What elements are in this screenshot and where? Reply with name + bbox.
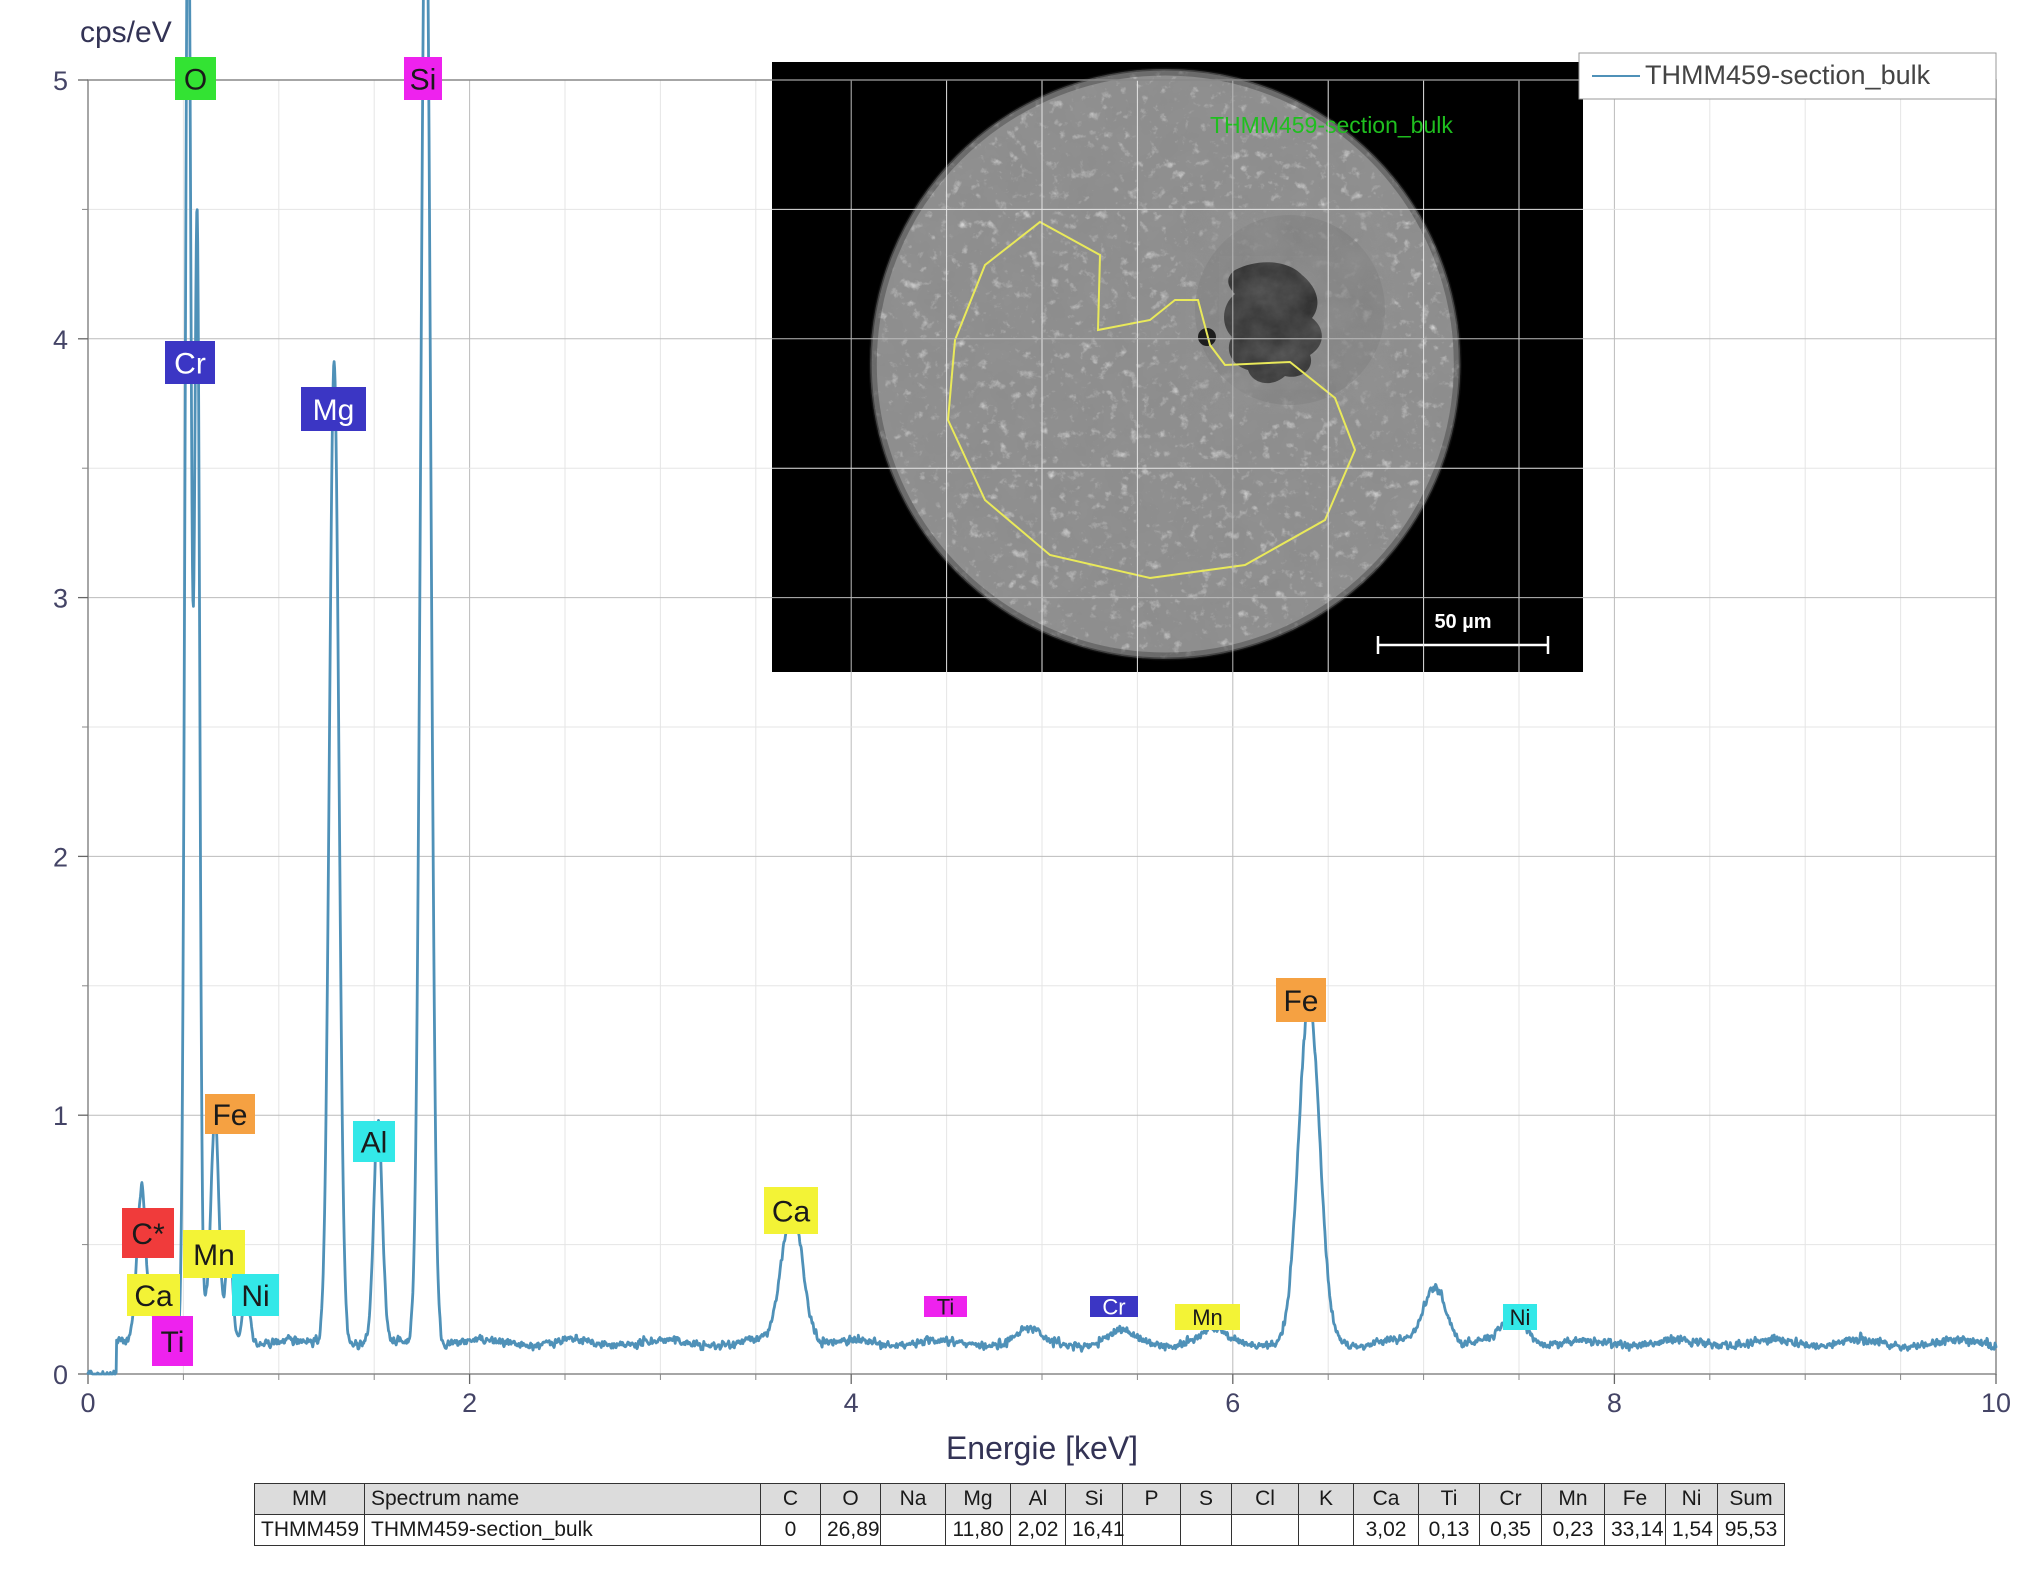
svg-text:5: 5	[53, 66, 68, 96]
svg-text:4: 4	[844, 1388, 859, 1418]
svg-text:Mn: Mn	[1192, 1305, 1223, 1330]
svg-text:0: 0	[80, 1388, 95, 1418]
svg-text:10: 10	[1981, 1388, 2011, 1418]
svg-text:8: 8	[1607, 1388, 1622, 1418]
svg-text:3: 3	[53, 584, 68, 614]
svg-text:THMM459-section_bulk: THMM459-section_bulk	[1210, 112, 1453, 138]
svg-text:2: 2	[462, 1388, 477, 1418]
svg-text:Mg: Mg	[313, 394, 355, 427]
svg-text:Si: Si	[410, 63, 437, 96]
svg-text:Al: Al	[361, 1126, 388, 1159]
svg-text:Ca: Ca	[772, 1195, 811, 1228]
svg-text:Ti: Ti	[937, 1294, 955, 1319]
svg-text:1: 1	[53, 1101, 68, 1131]
svg-text:Ni: Ni	[241, 1280, 269, 1313]
svg-text:Ca: Ca	[134, 1280, 173, 1313]
svg-text:Ti: Ti	[161, 1326, 185, 1359]
svg-text:Energie [keV]: Energie [keV]	[946, 1430, 1138, 1466]
svg-text:Fe: Fe	[212, 1099, 247, 1132]
svg-text:Cr: Cr	[174, 347, 206, 380]
svg-text:4: 4	[53, 325, 68, 355]
svg-text:6: 6	[1225, 1388, 1240, 1418]
svg-text:O: O	[184, 63, 207, 96]
svg-text:Ni: Ni	[1510, 1305, 1531, 1330]
svg-text:THMM459-section_bulk: THMM459-section_bulk	[1645, 60, 1931, 90]
svg-text:C*: C*	[131, 1218, 165, 1251]
svg-text:cps/eV: cps/eV	[80, 16, 172, 49]
svg-text:Cr: Cr	[1102, 1294, 1125, 1319]
svg-text:50 µm: 50 µm	[1434, 611, 1491, 633]
svg-text:Fe: Fe	[1283, 985, 1318, 1018]
svg-text:Mn: Mn	[193, 1239, 235, 1272]
svg-text:0: 0	[53, 1360, 68, 1390]
svg-text:2: 2	[53, 842, 68, 872]
